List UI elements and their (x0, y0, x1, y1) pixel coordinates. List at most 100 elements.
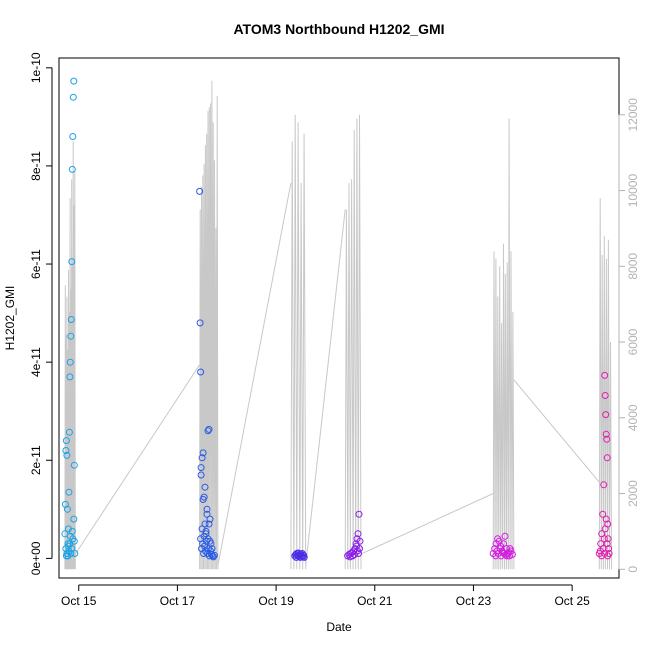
right-y-axis: 0 2000 4000 6000 8000 10000 12000 (618, 98, 640, 573)
data-point (71, 550, 79, 557)
right-tick-label: 6000 (626, 328, 640, 355)
data-point (602, 411, 610, 419)
altitude-segment (199, 80, 219, 570)
data-point (603, 540, 611, 548)
y-axis: 0e+00 2e-11 4e-11 6e-11 8e-11 1e-10 (29, 52, 53, 575)
altitude-segment (290, 114, 307, 570)
data-point (500, 540, 507, 548)
x-tick-label: Oct 25 (554, 594, 590, 608)
data-point (206, 515, 214, 523)
data-point (605, 545, 613, 553)
data-point (602, 515, 610, 523)
right-tick-label: 12000 (626, 98, 640, 132)
series-group (344, 510, 364, 561)
y-tick-label: 1e-10 (29, 52, 43, 83)
data-point (210, 551, 218, 559)
data-point (66, 358, 74, 366)
altitude-segment (598, 198, 613, 570)
data-point (64, 542, 72, 550)
data-point (503, 552, 511, 560)
data-point (300, 553, 308, 561)
data-point (601, 371, 609, 379)
data-point (601, 392, 609, 399)
altitude-segment (64, 141, 76, 570)
x-tick-label: Oct 15 (61, 594, 97, 608)
y-tick-label: 6e-11 (29, 249, 43, 279)
altitude-connector (305, 209, 346, 566)
right-tick-label: 10000 (626, 174, 640, 208)
data-point (69, 133, 77, 140)
data-point (62, 437, 70, 445)
right-tick-label: 2000 (626, 480, 640, 507)
data-point (356, 545, 363, 553)
data-point (600, 481, 608, 489)
series-group (489, 532, 516, 560)
y-tick-label: 2e-11 (29, 445, 43, 475)
x-tick-label: Oct 21 (357, 594, 393, 608)
y-tick-label: 4e-11 (29, 347, 43, 377)
data-point (197, 464, 205, 472)
altitude-connector (217, 182, 292, 566)
data-point (599, 510, 607, 518)
data-point (492, 552, 500, 560)
right-tick-label: 0 (626, 566, 640, 573)
scatter-points-layer (61, 77, 613, 561)
series-group (196, 187, 218, 561)
data-point (355, 550, 362, 557)
data-point (506, 545, 514, 553)
data-point (70, 461, 78, 469)
x-tick-label: Oct 19 (258, 594, 294, 608)
altitude-connector (360, 493, 494, 555)
data-point (206, 537, 214, 545)
x-tick-label: Oct 17 (160, 594, 196, 608)
altitude-connector (74, 364, 201, 555)
y-axis-label: H1202_GMI (3, 286, 17, 351)
plot-frame (58, 57, 620, 579)
data-point (70, 515, 78, 523)
data-point (349, 552, 357, 560)
data-point (604, 552, 612, 560)
data-point (601, 525, 609, 533)
altitude-connector (513, 379, 600, 483)
data-point (66, 373, 74, 381)
data-point (197, 471, 205, 479)
data-point (199, 496, 207, 503)
data-point (356, 537, 364, 545)
data-point (67, 332, 75, 340)
data-point (603, 435, 611, 443)
data-point (67, 316, 75, 323)
data-point (196, 319, 204, 327)
data-point (65, 488, 73, 496)
y-tick-label: 0e+00 (29, 541, 43, 575)
data-point (69, 93, 77, 101)
data-point (63, 505, 71, 513)
data-point (292, 553, 300, 561)
data-point (351, 551, 358, 558)
data-point (70, 537, 78, 545)
data-point (62, 552, 70, 560)
data-point (196, 187, 204, 195)
right-tick-label: 8000 (626, 253, 640, 280)
data-point (354, 530, 362, 538)
y-tick-label: 8e-11 (29, 151, 43, 181)
data-point (68, 527, 76, 535)
data-point (70, 77, 78, 85)
data-point (62, 447, 70, 454)
data-point (205, 425, 213, 433)
data-point (65, 428, 73, 436)
series-group (291, 549, 308, 561)
x-axis: Oct 15 Oct 17 Oct 19 Oct 21 Oct 23 Oct 25 (61, 584, 590, 608)
data-point (63, 451, 71, 459)
data-point (505, 549, 513, 556)
data-point (491, 545, 499, 553)
data-point (199, 449, 207, 457)
data-point (203, 505, 211, 513)
data-point (206, 552, 213, 560)
x-tick-label: Oct 23 (456, 594, 492, 608)
data-point (205, 520, 213, 528)
x-axis-label: Date (326, 620, 352, 634)
data-point (296, 553, 304, 561)
data-point (197, 368, 205, 376)
altitude-segment (344, 114, 362, 570)
